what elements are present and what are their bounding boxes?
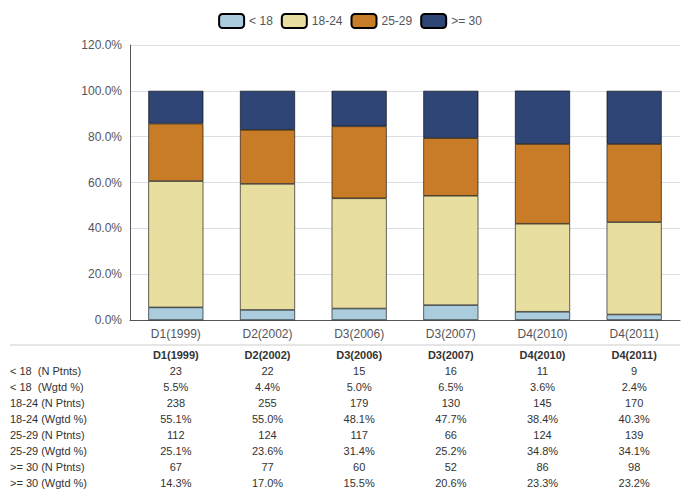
svg-text:55.1%: 55.1% [160, 413, 191, 425]
svg-text:D3(2006): D3(2006) [334, 327, 384, 341]
svg-text:18-24 (N Ptnts): 18-24 (N Ptnts) [10, 397, 85, 409]
svg-text:48.1%: 48.1% [344, 413, 375, 425]
svg-text:124: 124 [533, 429, 551, 441]
svg-text:5.0%: 5.0% [347, 381, 372, 393]
svg-text:31.4%: 31.4% [344, 445, 375, 457]
svg-text:>= 30 (N Ptnts): >= 30 (N Ptnts) [10, 461, 85, 473]
svg-text:255: 255 [258, 397, 276, 409]
svg-text:4.4%: 4.4% [255, 381, 280, 393]
svg-text:22: 22 [261, 365, 273, 377]
svg-text:20.6%: 20.6% [435, 477, 466, 489]
svg-text:18-24 (Wgtd %): 18-24 (Wgtd %) [10, 413, 87, 425]
svg-text:238: 238 [167, 397, 185, 409]
svg-text:6.5%: 6.5% [438, 381, 463, 393]
svg-text:25.1%: 25.1% [160, 445, 191, 457]
svg-text:D4(2011): D4(2011) [610, 327, 659, 341]
svg-text:38.4%: 38.4% [527, 413, 558, 425]
svg-text:>= 30 (Wgtd %): >= 30 (Wgtd %) [10, 477, 87, 489]
svg-text:40.0%: 40.0% [88, 221, 122, 235]
svg-text:25.2%: 25.2% [435, 445, 466, 457]
svg-text:23: 23 [170, 365, 182, 377]
svg-text:67: 67 [170, 461, 182, 473]
svg-text:23.2%: 23.2% [619, 477, 650, 489]
svg-text:0.0%: 0.0% [95, 313, 123, 327]
svg-text:11: 11 [537, 365, 548, 377]
svg-text:17.0%: 17.0% [252, 477, 283, 489]
svg-text:120.0%: 120.0% [81, 38, 122, 52]
svg-text:80.0%: 80.0% [88, 130, 122, 144]
svg-text:34.1%: 34.1% [619, 445, 650, 457]
svg-text:D2(2002): D2(2002) [242, 327, 292, 341]
svg-text:139: 139 [625, 429, 643, 441]
svg-text:23.3%: 23.3% [527, 477, 558, 489]
svg-text:D3(2007): D3(2007) [428, 349, 474, 361]
svg-text:23.6%: 23.6% [252, 445, 283, 457]
svg-text:2.4%: 2.4% [622, 381, 647, 393]
svg-text:25-29 (Wgtd %): 25-29 (Wgtd %) [10, 445, 87, 457]
svg-text:5.5%: 5.5% [163, 381, 188, 393]
svg-text:D4(2011): D4(2011) [612, 349, 658, 361]
svg-text:86: 86 [536, 461, 548, 473]
svg-text:170: 170 [625, 397, 643, 409]
svg-text:179: 179 [350, 397, 368, 409]
svg-text:D3(2007): D3(2007) [426, 327, 476, 341]
svg-text:D3(2006): D3(2006) [336, 349, 382, 361]
svg-text:3.6%: 3.6% [530, 381, 555, 393]
svg-text:< 18 (N Ptnts): < 18 (N Ptnts) [10, 365, 81, 377]
svg-text:55.0%: 55.0% [252, 413, 283, 425]
svg-text:< 18 (Wgtd %): < 18 (Wgtd %) [10, 381, 84, 393]
svg-text:15: 15 [353, 365, 365, 377]
svg-text:D1(1999): D1(1999) [151, 327, 201, 341]
svg-text:52: 52 [445, 461, 457, 473]
svg-text:34.8%: 34.8% [527, 445, 558, 457]
svg-text:98: 98 [628, 461, 640, 473]
svg-text:25-29 (N Ptnts): 25-29 (N Ptnts) [10, 429, 85, 441]
svg-text:66: 66 [445, 429, 457, 441]
svg-text:D1(1999): D1(1999) [153, 349, 199, 361]
svg-text:16: 16 [445, 365, 457, 377]
svg-text:60: 60 [353, 461, 365, 473]
svg-text:100.0%: 100.0% [81, 84, 122, 98]
svg-text:14.3%: 14.3% [160, 477, 191, 489]
svg-text:D4(2010): D4(2010) [520, 349, 566, 361]
svg-text:D2(2002): D2(2002) [245, 349, 291, 361]
svg-text:77: 77 [261, 461, 273, 473]
svg-text:40.3%: 40.3% [619, 413, 650, 425]
svg-text:< 18: < 18 [249, 14, 273, 28]
svg-text:124: 124 [258, 429, 276, 441]
svg-text:20.0%: 20.0% [88, 267, 122, 281]
svg-text:9: 9 [631, 365, 637, 377]
svg-text:130: 130 [442, 397, 460, 409]
svg-text:15.5%: 15.5% [344, 477, 375, 489]
svg-text:>= 30: >= 30 [451, 14, 482, 28]
svg-text:25-29: 25-29 [381, 14, 412, 28]
svg-text:47.7%: 47.7% [435, 413, 466, 425]
svg-text:18-24: 18-24 [312, 14, 343, 28]
svg-text:112: 112 [167, 429, 185, 441]
svg-text:D4(2010): D4(2010) [517, 327, 567, 341]
svg-text:145: 145 [533, 397, 551, 409]
svg-text:117: 117 [350, 429, 368, 441]
svg-text:60.0%: 60.0% [88, 176, 122, 190]
